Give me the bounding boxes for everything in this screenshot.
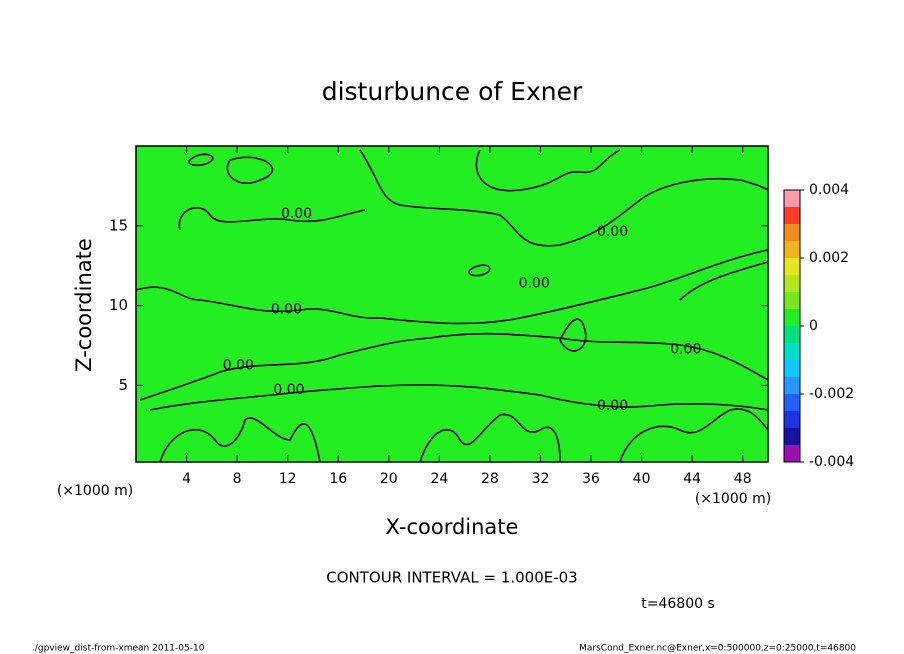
colorbar-band <box>784 360 800 377</box>
x-tick-label: 32 <box>532 471 550 487</box>
contour-label: 0.00 <box>519 275 550 291</box>
x-unit-right: (×1000 m) <box>695 491 771 507</box>
colorbar-tick-label: 0.004 <box>809 182 849 198</box>
field <box>136 146 768 462</box>
footer-right: MarsCond_Exner.nc@Exner,x=0:500000,z=0:2… <box>579 644 856 654</box>
x-tick-label: 8 <box>233 471 242 487</box>
contour-line <box>139 332 769 401</box>
x-axis-title: X-coordinate <box>386 515 519 539</box>
contour-label: 0.00 <box>223 357 254 373</box>
contour-line <box>359 149 769 247</box>
colorbar-band <box>784 292 800 309</box>
contour-line <box>619 408 769 463</box>
contour-label: 0.00 <box>271 302 302 318</box>
x-tick-label: 28 <box>481 471 499 487</box>
contours <box>135 149 769 463</box>
contour-line <box>226 156 274 185</box>
colorbar-band <box>784 394 800 411</box>
x-tick-label: 20 <box>380 471 398 487</box>
colorbar-band <box>784 309 800 326</box>
colorbar-band <box>784 258 800 275</box>
contour-label: 0.00 <box>273 382 304 398</box>
colorbar-band <box>784 377 800 394</box>
colorbar-band <box>784 207 800 224</box>
y-tick-label: 15 <box>109 216 128 234</box>
time-label: t=46800 s <box>641 596 715 612</box>
contour-line <box>475 149 621 192</box>
x-tick-label: 12 <box>279 471 297 487</box>
y-tick-label: 5 <box>118 376 128 394</box>
colorbar-band <box>784 326 800 343</box>
contour-label: 0.00 <box>281 206 312 222</box>
x-tick-label: 44 <box>683 471 701 487</box>
x-tick-label: 24 <box>430 471 448 487</box>
colorbar-tick-label: -0.004 <box>809 454 854 470</box>
contour-line <box>149 384 769 411</box>
x-tick-label: 48 <box>734 471 752 487</box>
x-unit-left: (×1000 m) <box>57 483 133 499</box>
contour-label: 0.00 <box>597 224 628 240</box>
colorbar-band <box>784 445 800 462</box>
colorbar-band <box>784 241 800 258</box>
y-axis-title: Z-coordinate <box>72 238 96 372</box>
colorbar-tick-label: 0.002 <box>809 250 849 266</box>
contour-label: 0.00 <box>597 398 628 414</box>
x-tick-label: 4 <box>182 471 191 487</box>
colorbar-tick-label: -0.002 <box>809 386 854 402</box>
contour-line <box>559 318 587 352</box>
contour-line <box>419 413 561 463</box>
plot-area <box>136 146 768 462</box>
colorbar-band <box>784 428 800 445</box>
contour-line <box>159 417 321 463</box>
colorbar-tick-label: 0 <box>809 318 818 334</box>
contour-line <box>178 206 366 231</box>
colorbar-band <box>784 411 800 428</box>
contour-line <box>188 153 214 167</box>
x-tick-label: 40 <box>633 471 651 487</box>
contour-line <box>468 264 491 277</box>
colorbar-band <box>784 275 800 292</box>
y-tick-label: 10 <box>109 296 128 314</box>
contour-interval: CONTOUR INTERVAL = 1.000E-03 <box>326 569 577 587</box>
x-tick-label: 36 <box>582 471 600 487</box>
x-tick-label: 16 <box>329 471 347 487</box>
chart-title: disturbunce of Exner <box>322 77 583 106</box>
colorbar-band <box>784 224 800 241</box>
plot-frame <box>135 145 769 463</box>
colorbar-band <box>784 343 800 360</box>
footer-left: ./gpview_dist-from-xmean 2011-05-10 <box>32 644 205 654</box>
contour-label: 0.00 <box>670 341 701 357</box>
colorbar-band <box>784 190 800 207</box>
contour-line <box>679 261 769 301</box>
contour-line <box>135 249 769 325</box>
